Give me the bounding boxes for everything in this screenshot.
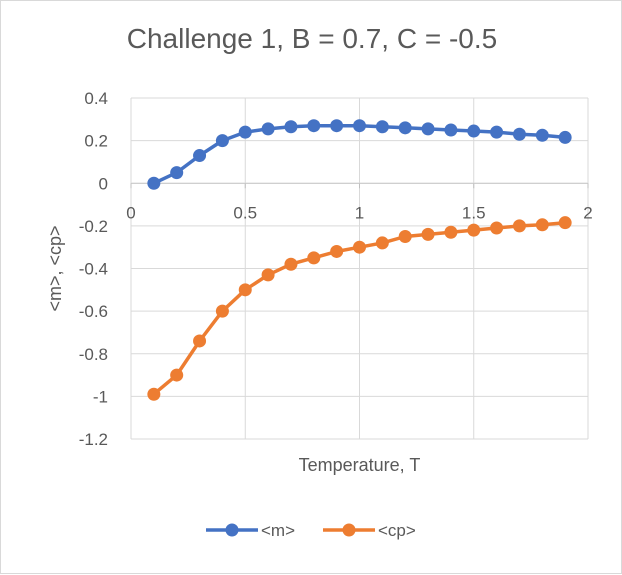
data-point-m [444,123,458,137]
data-point-cp [330,244,344,258]
y-tick-label: -1.2 [79,430,108,449]
data-point-m [215,134,229,148]
data-point-cp [261,268,275,282]
data-point-m [170,166,184,180]
data-point-m [330,119,344,133]
data-point-m [535,128,549,142]
data-point-m [284,120,298,134]
data-point-cp [490,221,504,235]
data-point-m [467,124,481,138]
x-tick-label: 0.5 [233,203,257,222]
chart-title: Challenge 1, B = 0.7, C = -0.5 [126,23,498,54]
data-point-cp [147,387,161,401]
data-point-cp [535,218,549,232]
data-point-m [261,122,275,136]
data-point-m [238,125,252,139]
x-tick-label: 0 [126,203,135,222]
data-point-m [421,122,435,136]
data-point-cp [284,257,298,271]
data-point-cp [238,283,252,297]
data-point-cp [398,230,412,244]
data-point-m [558,130,572,144]
y-tick-label: 0 [99,174,108,193]
data-point-m [147,176,161,190]
x-axis-title: Temperature, T [299,455,421,475]
data-point-cp [375,236,389,250]
legend-label: <cp> [378,521,416,540]
y-axis-title: <m>, <cp> [45,225,65,311]
data-point-cp [353,240,366,254]
data-point-m [307,119,321,133]
data-point-cp [170,368,184,382]
data-point-cp [307,251,321,265]
x-tick-label: 1.5 [462,203,486,222]
data-point-m [193,149,207,163]
x-tick-label: 1 [355,203,364,222]
data-point-m [512,127,526,141]
data-point-cp [215,304,229,318]
data-point-cp [558,216,572,230]
data-point-cp [444,225,458,239]
y-tick-label: -0.8 [79,345,108,364]
x-tick-label: 2 [583,203,592,222]
legend-label: <m> [261,521,295,540]
y-tick-label: -1 [93,387,108,406]
legend-marker [225,523,239,537]
data-point-m [375,120,389,134]
y-tick-label: -0.6 [79,302,108,321]
data-point-cp [193,334,207,348]
data-point-m [353,119,366,133]
y-tick-label: -0.2 [79,217,108,236]
y-tick-label: 0.4 [84,89,108,108]
y-tick-label: 0.2 [84,132,108,151]
legend-marker [342,523,356,537]
data-point-cp [467,223,481,237]
data-point-cp [421,227,435,241]
data-point-cp [512,219,526,233]
y-tick-label: -0.4 [79,260,108,279]
data-point-m [490,125,504,139]
data-point-m [398,121,412,135]
